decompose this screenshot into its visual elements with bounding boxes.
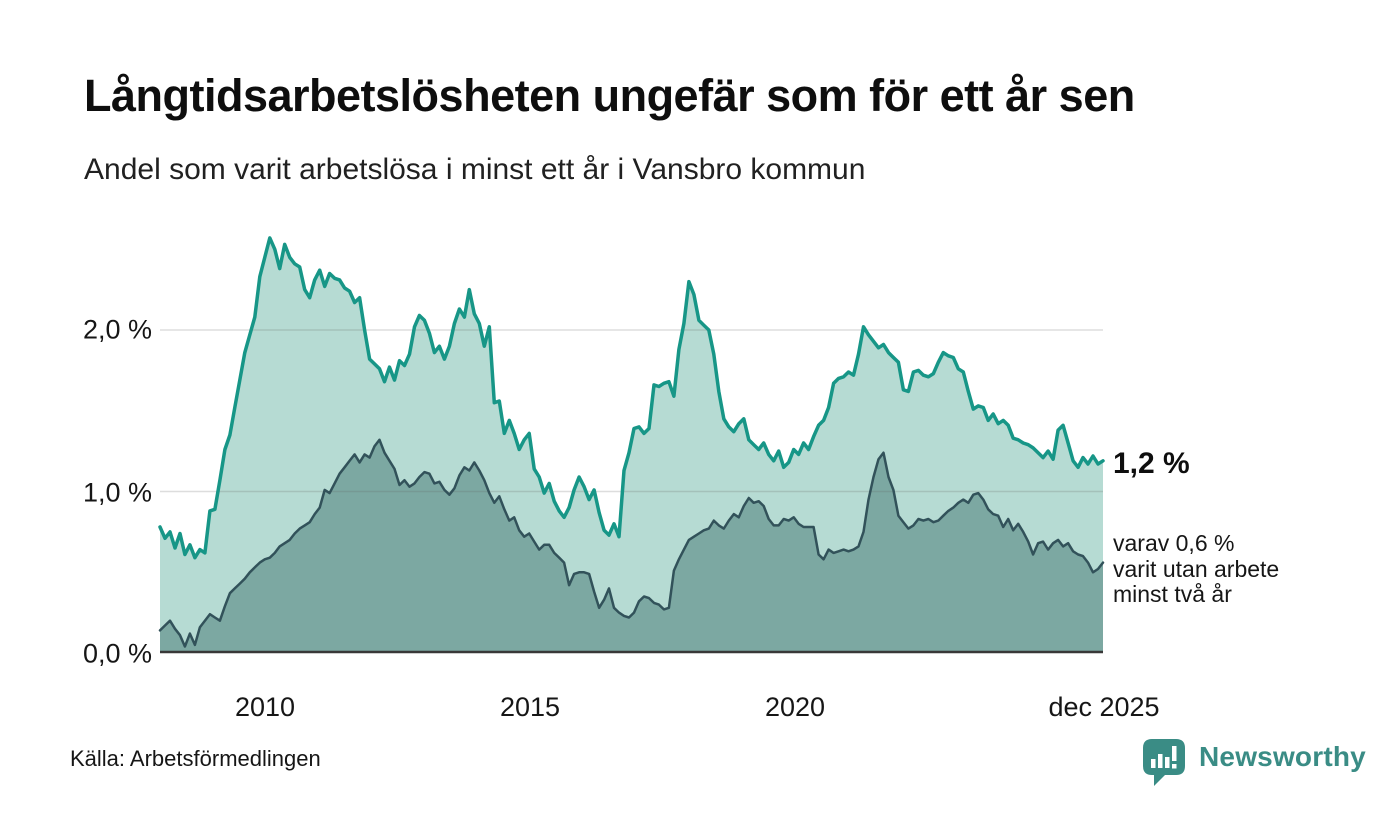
- sub-series-annotation: varav 0,6 % varit utan arbete minst två …: [1113, 530, 1280, 608]
- page-subtitle: Andel som varit arbetslösa i minst ett å…: [84, 153, 866, 186]
- page-title: Långtidsarbetslösheten ungefär som för e…: [84, 70, 1135, 121]
- newsworthy-bubble-chart-icon: [1143, 739, 1185, 786]
- source-attribution: Källa: Arbetsförmedlingen: [70, 746, 321, 771]
- end-value-annotation: 1,2 %: [1113, 447, 1190, 480]
- x-tick-label-2010: 2010: [234, 692, 296, 722]
- y-tick-label-2: 2,0 %: [82, 314, 152, 345]
- unemployment-area-chart: [158, 236, 1105, 654]
- annotation-line-3: minst två år: [1113, 581, 1232, 607]
- annotation-line-1: varav 0,6 %: [1113, 530, 1235, 556]
- x-tick-label-dec-2025: dec 2025: [1048, 692, 1160, 722]
- newsworthy-wordmark: Newsworthy: [1199, 741, 1366, 772]
- y-tick-label-1: 1,0 %: [82, 477, 152, 508]
- newsworthy-logo: Newsworthy: [1142, 738, 1366, 790]
- annotation-line-2: varit utan arbete: [1113, 555, 1280, 582]
- x-tick-label-2020: 2020: [764, 692, 826, 722]
- x-tick-label-2015: 2015: [499, 692, 561, 722]
- y-tick-label-0: 0,0 %: [82, 638, 152, 669]
